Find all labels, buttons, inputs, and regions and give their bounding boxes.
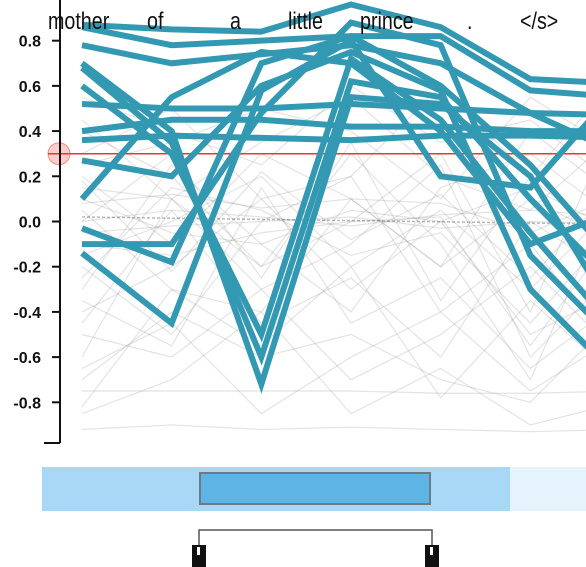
- highlighted-series-line: [82, 19, 586, 316]
- background-series-line: [81, 186, 586, 370]
- y-tick-group: 0.8 0.6 0.4 0.2 0.0 -0.2 -0.4 -0.6 -0.8: [13, 34, 60, 412]
- y-tick-label: 0.8: [19, 34, 41, 51]
- line-chart: 0.8 0.6 0.4 0.2 0.0 -0.2 -0.4 -0.6 -0.8: [13, 0, 586, 444]
- token-a[interactable]: a: [230, 8, 241, 35]
- token-eos[interactable]: </s>: [520, 8, 559, 35]
- token-selection-box[interactable]: [199, 472, 431, 505]
- token-little[interactable]: little: [288, 8, 324, 35]
- background-series-line: [81, 198, 586, 336]
- background-series-line: [81, 424, 586, 433]
- y-tick-label: 0.2: [19, 169, 41, 186]
- background-series-line: [81, 311, 586, 403]
- highlighted-series-line: [81, 116, 586, 135]
- y-tick-label: 0.0: [19, 215, 41, 232]
- token-mother[interactable]: mother: [48, 8, 110, 35]
- background-series-line: [81, 216, 586, 234]
- background-series-line: [81, 209, 586, 227]
- highlighted-series-line: [79, 48, 586, 248]
- highlighted-series-line: [80, 65, 586, 366]
- background-series-line: [81, 164, 586, 359]
- highlighted-series-line: [81, 1, 586, 85]
- y-tick-label: -0.2: [13, 260, 41, 277]
- highlighted-series-line: [80, 54, 586, 343]
- token-prince[interactable]: prince: [360, 8, 414, 35]
- y-tick-label: -0.8: [13, 395, 41, 412]
- highlighted-series-line: [81, 48, 586, 350]
- y-tick-label: -0.4: [13, 305, 41, 322]
- highlighted-series-group: [79, 1, 586, 394]
- background-series-line: [82, 390, 586, 394]
- background-series-line: [81, 186, 586, 325]
- background-series-line: [81, 265, 586, 381]
- range-handle-left[interactable]: [192, 545, 206, 567]
- highlighted-series-line: [80, 36, 586, 329]
- background-series-line: [81, 209, 586, 359]
- y-tick-label: -0.6: [13, 350, 41, 367]
- y-tick-label: 0.4: [19, 124, 41, 141]
- eos-token-cell: [510, 467, 586, 511]
- highlighted-series-line: [81, 132, 586, 144]
- highlighted-series-line: [81, 100, 586, 118]
- token-of[interactable]: of: [147, 8, 164, 35]
- range-bracket: [192, 529, 439, 567]
- range-handle-right[interactable]: [425, 545, 439, 567]
- highlighted-series-line: [80, 32, 586, 266]
- y-tick-label: 0.6: [19, 79, 41, 96]
- background-series-line: [81, 265, 586, 408]
- token-period[interactable]: .: [467, 8, 473, 35]
- background-series-line: [81, 170, 586, 279]
- background-series-line: [81, 311, 586, 426]
- highlighted-series-line: [80, 60, 586, 394]
